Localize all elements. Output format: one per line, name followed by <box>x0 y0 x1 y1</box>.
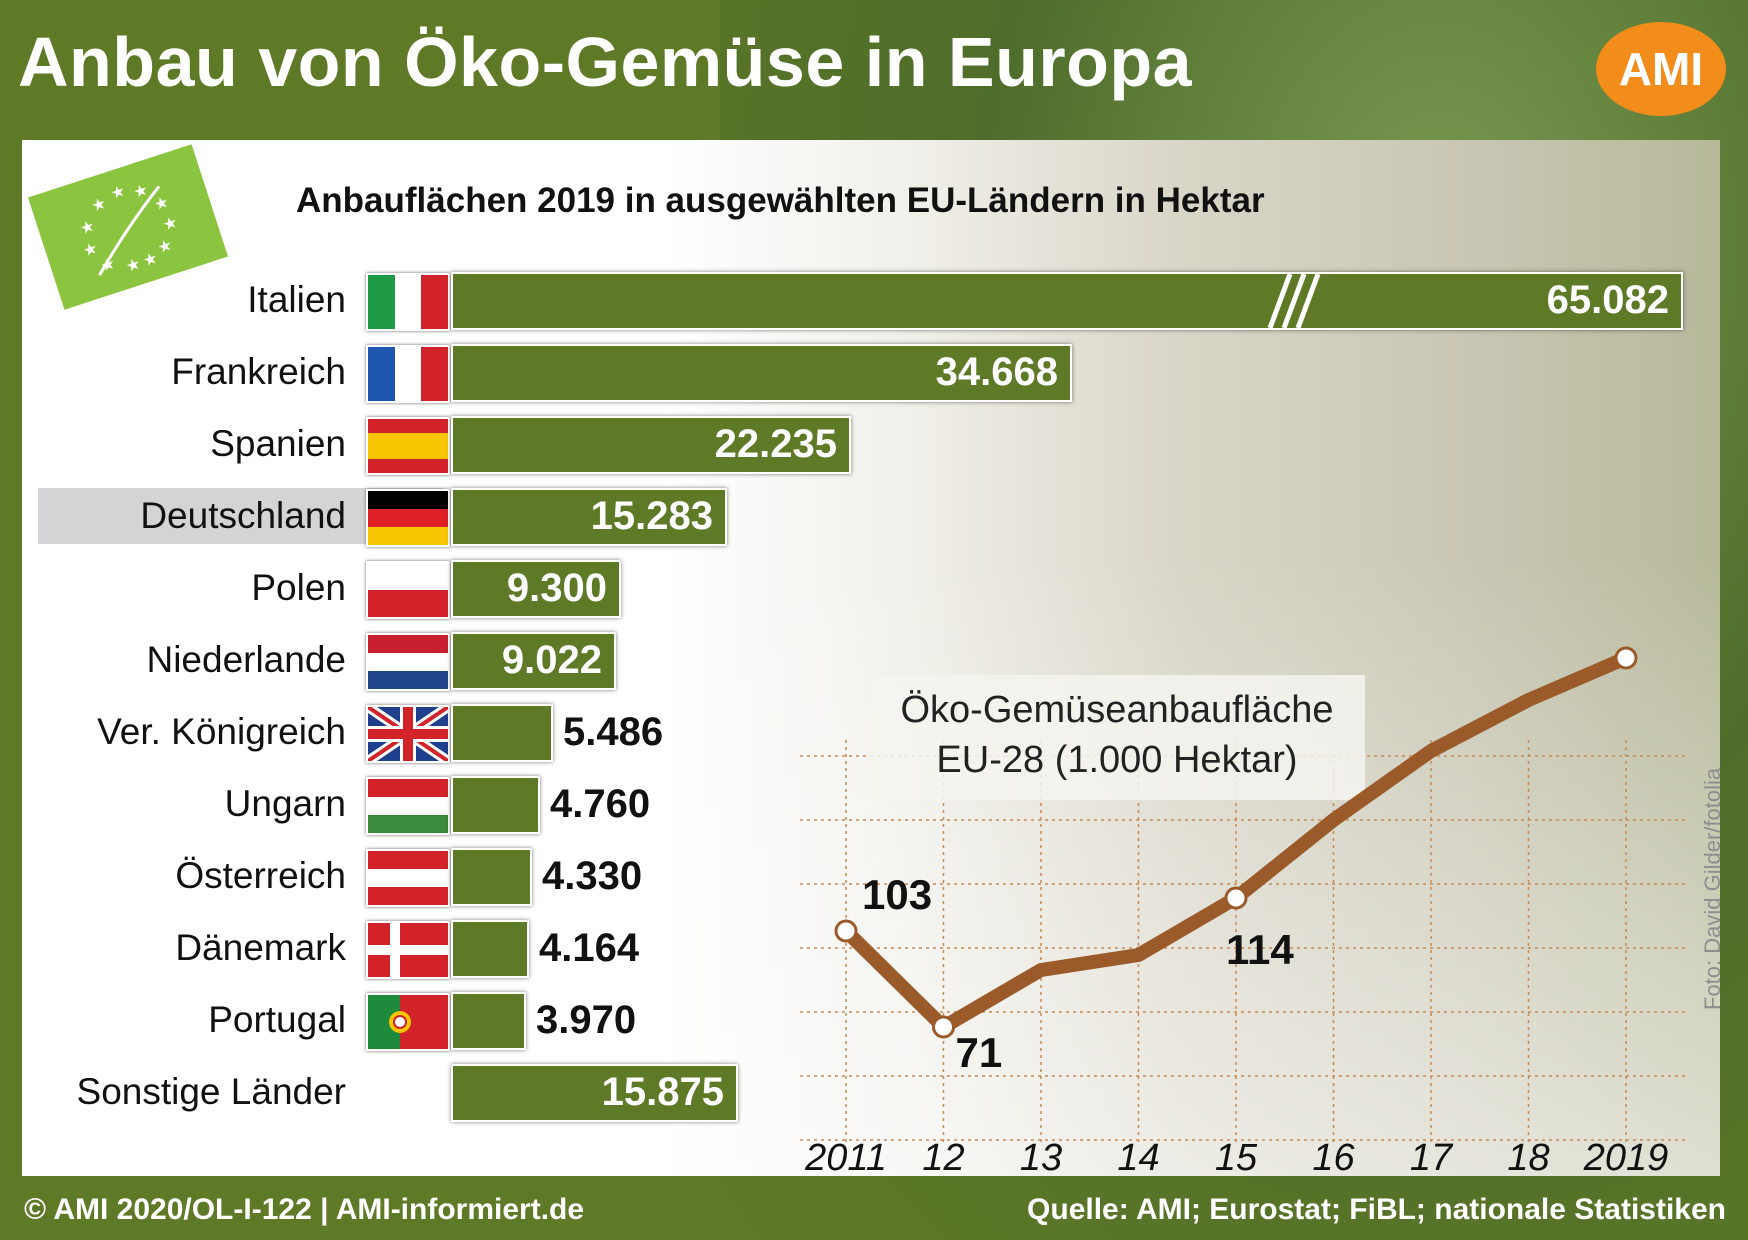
bar <box>451 992 526 1050</box>
x-tick-label: 16 <box>1312 1137 1355 1179</box>
data-point <box>834 919 858 943</box>
flag-icon <box>366 561 450 619</box>
value-label: 9.022 <box>501 638 602 682</box>
category-label: Ungarn <box>224 783 346 824</box>
photo-credit: Foto: David Gilder/fotolia <box>1700 767 1725 1010</box>
value-label: 65.082 <box>1546 278 1669 322</box>
x-tick-label: 12 <box>922 1137 964 1179</box>
category-label: Ver. Königreich <box>97 711 346 752</box>
bar <box>451 704 553 762</box>
bar-chart-title: Anbauflächen 2019 in ausgewählten EU-Län… <box>296 181 1265 220</box>
footer-source: Quelle: AMI; Eurostat; FiBL; nationale S… <box>1027 1193 1726 1226</box>
value-label: 22.235 <box>714 422 837 466</box>
svg-text:★: ★ <box>140 248 160 271</box>
axis-break-icon <box>1267 273 1321 328</box>
value-label: 34.668 <box>935 350 1058 394</box>
flag-icon <box>366 777 450 835</box>
x-tick-label: 18 <box>1507 1137 1549 1179</box>
eu-stars-icon: ★★ ★ ★★ ★★ ★★ ★★ <box>77 180 180 277</box>
value-label: 3.970 <box>536 998 637 1042</box>
page-title: Anbau von Öko-Gemüse in Europa <box>18 23 1193 101</box>
bar <box>451 272 1683 330</box>
value-label: 15.875 <box>601 1070 724 1114</box>
flag-icon <box>366 345 450 403</box>
svg-text:★: ★ <box>160 212 180 235</box>
svg-text:★: ★ <box>131 180 151 203</box>
flag-icon <box>366 921 450 979</box>
value-label: 9.300 <box>506 566 607 610</box>
bar <box>451 344 1072 402</box>
svg-text:★: ★ <box>123 254 143 277</box>
line-chart-title: Öko-Gemüseanbaufläche <box>900 689 1333 731</box>
svg-text:★: ★ <box>89 193 109 216</box>
data-point <box>1224 886 1248 910</box>
data-point <box>1614 646 1638 670</box>
flag-icon <box>366 705 450 763</box>
flag-icon <box>366 849 450 907</box>
flag-icon <box>366 633 450 691</box>
flag-icon <box>366 417 450 475</box>
bar <box>451 632 616 690</box>
svg-text:★: ★ <box>152 192 172 215</box>
category-label: Spanien <box>210 423 346 464</box>
line-chart-title: EU-28 (1.000 Hektar) <box>936 739 1297 781</box>
line-chart-title-box <box>870 675 1365 800</box>
value-label: 15.283 <box>590 494 713 538</box>
category-label: Sonstige Länder <box>76 1071 346 1112</box>
svg-text:★: ★ <box>77 216 97 239</box>
svg-text:★: ★ <box>80 238 100 261</box>
data-label: 71 <box>956 1029 1003 1076</box>
bar <box>451 848 532 906</box>
x-tick-label: 17 <box>1410 1137 1454 1179</box>
category-label: Italien <box>247 279 346 320</box>
flag-icon <box>366 489 450 547</box>
logo-text: AMI <box>1618 43 1704 95</box>
value-label: 4.330 <box>542 854 643 898</box>
category-label: Österreich <box>175 855 346 896</box>
category-label: Portugal <box>208 999 346 1040</box>
category-label: Niederlande <box>146 639 346 680</box>
x-tick-label: 14 <box>1117 1137 1159 1179</box>
bar <box>451 416 851 474</box>
x-tick-label: 13 <box>1020 1137 1062 1179</box>
data-label: 103 <box>862 871 932 918</box>
category-label: Frankreich <box>171 351 346 392</box>
x-tick-label: 2019 <box>1583 1137 1669 1179</box>
bar <box>451 776 540 834</box>
line-chart: Öko-Gemüseanbaufläche EU-28 (1.000 Hektar… <box>800 646 1685 1179</box>
value-label: 4.164 <box>539 926 640 970</box>
bar <box>451 1064 738 1122</box>
x-tick-label: 15 <box>1215 1137 1258 1179</box>
bar <box>451 488 727 546</box>
category-label: Deutschland <box>140 495 346 536</box>
ami-logo: AMI <box>1596 22 1726 116</box>
data-point <box>932 1015 955 1039</box>
value-label: 4.760 <box>550 782 651 826</box>
data-label: 114 <box>1226 926 1294 973</box>
bar <box>451 920 529 978</box>
eu-organic-leaf-icon: ★ ★ ★ ★ ★ ★ ★ ★ ★ ★ ★ <box>27 144 229 310</box>
flag-icon <box>366 993 450 1051</box>
bar <box>451 560 621 618</box>
flag-icon <box>366 273 450 331</box>
footer-copyright: © AMI 2020/OL-I-122 | AMI-informiert.de <box>24 1193 585 1226</box>
value-label: 5.486 <box>563 710 664 754</box>
category-label: Dänemark <box>175 927 346 968</box>
x-tick-label: 2011 <box>804 1137 887 1179</box>
category-label: Polen <box>251 567 346 608</box>
svg-text:★: ★ <box>108 181 128 204</box>
svg-text:★: ★ <box>155 235 175 258</box>
